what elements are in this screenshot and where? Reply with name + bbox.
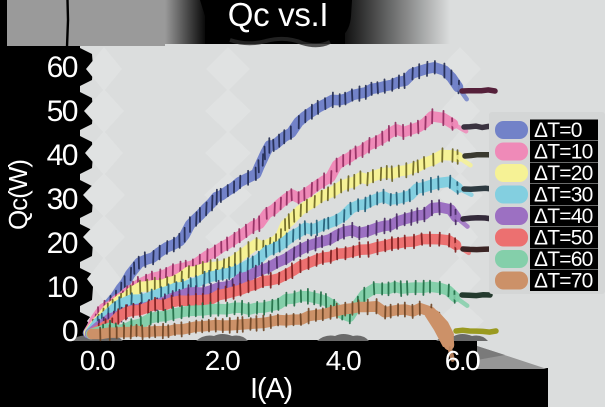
svg-text:ΔT=60: ΔT=60 xyxy=(534,248,593,271)
svg-text:Qc vs.I: Qc vs.I xyxy=(228,0,329,33)
svg-text:10: 10 xyxy=(47,271,78,304)
svg-text:2.0: 2.0 xyxy=(205,345,240,376)
svg-text:ΔT=40: ΔT=40 xyxy=(534,205,593,228)
svg-text:30: 30 xyxy=(47,183,78,216)
svg-text:Qc(W): Qc(W) xyxy=(3,160,33,230)
svg-text:60: 60 xyxy=(47,51,78,84)
svg-text:6.0: 6.0 xyxy=(445,345,480,376)
svg-text:ΔT=70: ΔT=70 xyxy=(534,270,593,293)
svg-text:0.0: 0.0 xyxy=(80,345,115,376)
svg-text:ΔT=20: ΔT=20 xyxy=(534,162,593,185)
svg-text:ΔT=10: ΔT=10 xyxy=(534,141,593,164)
svg-text:ΔT=30: ΔT=30 xyxy=(534,184,593,207)
svg-text:40: 40 xyxy=(47,139,78,172)
svg-text:0: 0 xyxy=(62,315,78,348)
svg-text:20: 20 xyxy=(47,227,78,260)
svg-text:I(A): I(A) xyxy=(250,373,292,405)
svg-text:ΔT=50: ΔT=50 xyxy=(534,227,593,250)
svg-text:4.0: 4.0 xyxy=(326,345,361,376)
svg-text:ΔT=0: ΔT=0 xyxy=(534,119,582,142)
svg-text:50: 50 xyxy=(47,95,78,128)
